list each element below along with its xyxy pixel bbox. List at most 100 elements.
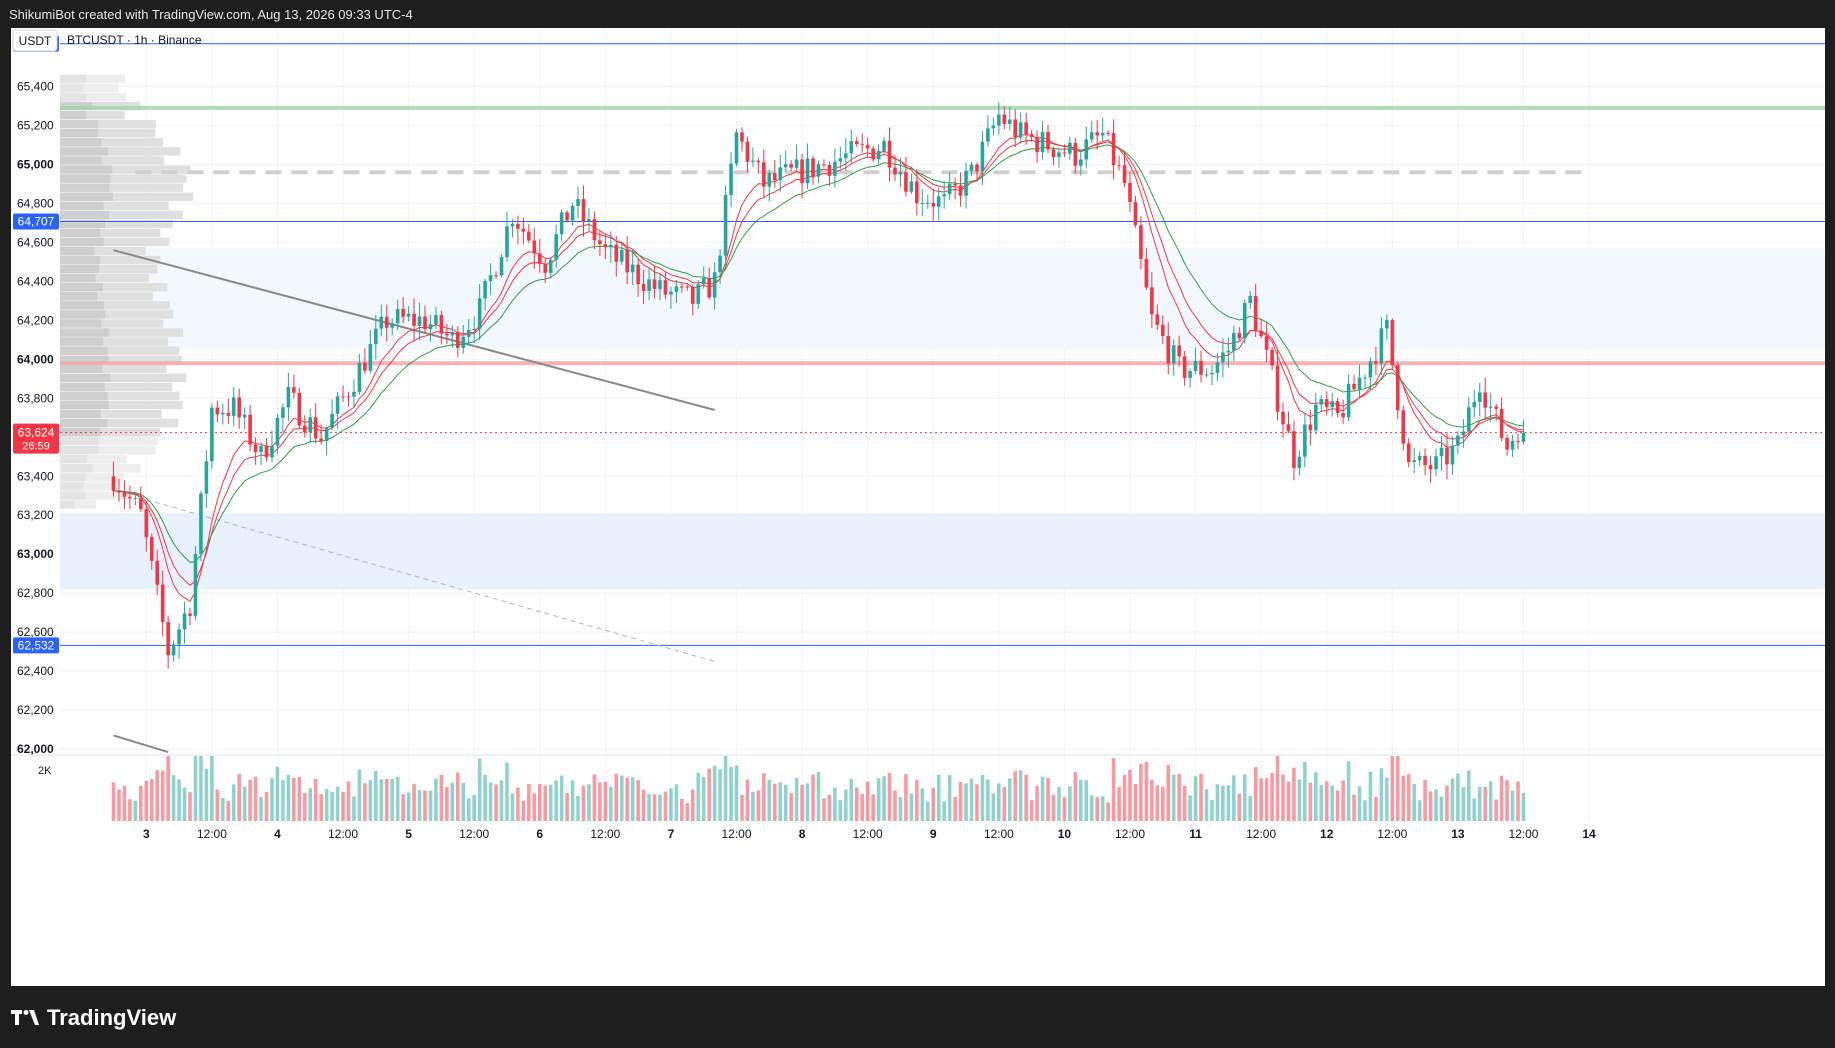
y-tick-label: 62,200 xyxy=(17,703,54,717)
volume-bar xyxy=(199,756,203,821)
volume-bar xyxy=(909,793,914,821)
volume-bar xyxy=(1483,786,1488,821)
candle-body xyxy=(625,249,630,273)
volume-bar xyxy=(1089,795,1094,821)
volume-bar xyxy=(1226,785,1231,821)
profile-row-buy xyxy=(60,310,106,319)
candle-body xyxy=(439,315,444,334)
volume-bar xyxy=(887,772,892,821)
volume-bar xyxy=(827,794,832,821)
volume-bar xyxy=(772,783,777,821)
candle-body xyxy=(1303,424,1307,457)
candle-body xyxy=(139,498,143,510)
candle-body xyxy=(1188,371,1192,378)
candle-body xyxy=(729,163,733,195)
candle-body xyxy=(155,560,160,585)
candle-body xyxy=(904,172,908,192)
volume-bar xyxy=(368,780,373,821)
volume-bar xyxy=(1428,791,1433,821)
volume-bar xyxy=(1221,785,1225,821)
candle-body xyxy=(1461,431,1466,436)
candle-body xyxy=(516,223,520,229)
candle-body xyxy=(1128,182,1132,203)
profile-row-buy xyxy=(60,436,100,446)
y-tick-label: 64,400 xyxy=(17,274,54,288)
candle-body xyxy=(401,309,405,317)
volume-bar xyxy=(160,770,165,821)
volume-bar xyxy=(1242,774,1247,821)
volume-bar xyxy=(663,791,668,821)
volume-bar xyxy=(1406,774,1411,821)
profile-row-buy xyxy=(60,138,102,147)
volume-bar xyxy=(1281,774,1285,821)
profile-row-total xyxy=(60,473,124,482)
volume-bar xyxy=(849,778,854,821)
volume-bar xyxy=(188,792,192,821)
volume-bar xyxy=(723,756,728,821)
profile-row-total xyxy=(60,391,180,401)
y-tick-label: 62,600 xyxy=(17,625,54,639)
volume-bar xyxy=(833,787,837,821)
profile-row-buy xyxy=(60,346,108,355)
volume-bar xyxy=(1341,780,1345,821)
candle-body xyxy=(1248,295,1253,304)
volume-bar xyxy=(281,780,285,821)
candle-body xyxy=(707,278,711,298)
candle-body xyxy=(756,160,761,163)
volume-bar xyxy=(625,777,630,821)
volume-bar xyxy=(598,782,602,821)
chart-frame[interactable]: 62,000 62,200 62,400 62,600 62,800 63,000 63,2… xyxy=(11,28,1825,986)
y-tick-label: 62,400 xyxy=(17,664,54,678)
volume-bar xyxy=(117,789,121,821)
volume-bar xyxy=(149,779,154,821)
candle-body xyxy=(1281,411,1285,425)
candle-body xyxy=(1330,401,1334,408)
price-tag-current xyxy=(13,423,59,454)
volume-bar xyxy=(1111,758,1116,821)
y-tick-label: 65,400 xyxy=(17,79,54,93)
profile-row-total xyxy=(60,165,191,174)
candle-body xyxy=(1510,441,1515,450)
candle-body xyxy=(1029,134,1034,138)
volume-bar xyxy=(1319,784,1324,821)
candle-body xyxy=(581,199,586,222)
candle-body xyxy=(778,167,783,180)
price-chart[interactable]: 62,000 62,200 62,400 62,600 62,800 63,000 63,2… xyxy=(11,28,1825,986)
candle-body xyxy=(789,164,793,168)
candle-body xyxy=(428,324,433,330)
candle-body xyxy=(931,202,936,207)
candle-body xyxy=(1106,132,1110,134)
candle-body xyxy=(1275,365,1280,412)
profile-row-total xyxy=(60,409,162,419)
profile-row-buy xyxy=(60,210,110,220)
candle-body xyxy=(1390,320,1395,366)
currency-button[interactable] xyxy=(12,29,58,52)
candle-body xyxy=(701,278,706,285)
volume-bar xyxy=(1401,775,1406,821)
profile-row-total xyxy=(60,464,141,473)
candle-body xyxy=(647,279,651,291)
profile-row-buy xyxy=(60,400,110,410)
volume-bar xyxy=(844,789,848,821)
volume-bar xyxy=(270,778,274,821)
volume-bar xyxy=(674,784,679,821)
candle-body xyxy=(844,153,848,159)
volume-bar xyxy=(357,769,362,821)
candle-body xyxy=(259,445,263,452)
volume-bar xyxy=(1046,778,1050,821)
volume-bar xyxy=(838,800,843,821)
candle-body xyxy=(936,196,941,207)
volume-bar xyxy=(1018,770,1023,821)
volume-bar xyxy=(1450,778,1455,821)
volume-bar xyxy=(505,762,509,821)
x-tick-label: 12:00 xyxy=(1246,827,1276,841)
profile-row-buy xyxy=(60,455,87,464)
candle-body xyxy=(1150,287,1154,315)
price-tag-level-label: 64,707 xyxy=(18,215,55,229)
candle-body xyxy=(160,584,165,623)
candle-body xyxy=(1363,377,1367,379)
volume-bar xyxy=(1133,784,1138,821)
volume-bar xyxy=(936,774,941,821)
volume-bar xyxy=(144,780,149,821)
candle-body xyxy=(1073,142,1078,166)
